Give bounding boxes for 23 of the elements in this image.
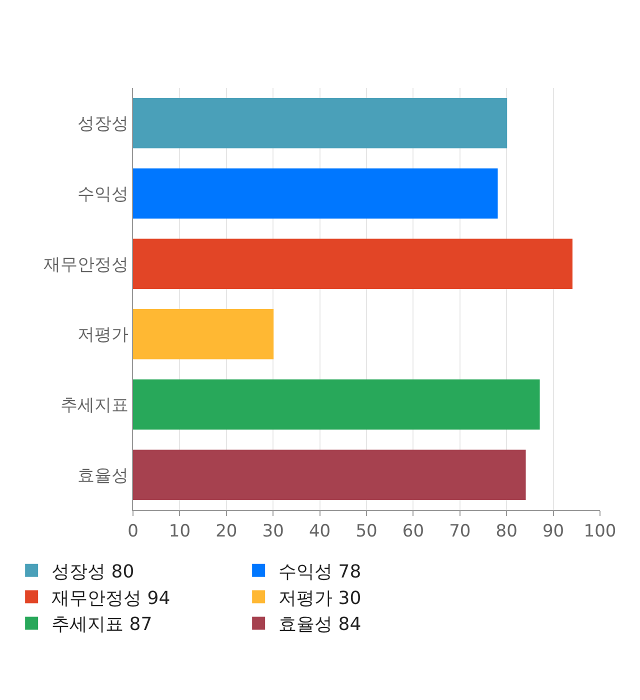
y-tick-label: 재무안정성 (44, 254, 129, 275)
y-tick-label: 추세지표 (60, 395, 129, 416)
x-tick-label: 30 (262, 521, 284, 542)
legend-label: 효율성 84 (278, 614, 362, 636)
x-tick-label: 60 (402, 521, 424, 542)
x-tick-label: 50 (356, 521, 378, 542)
x-tick-label: 100 (584, 521, 616, 542)
y-tick-label: 저평가 (78, 325, 129, 346)
y-tick-label: 수익성 (78, 184, 129, 204)
x-tick-label: 90 (542, 521, 564, 542)
x-tick-label: 40 (308, 521, 331, 542)
x-tick-label: 0 (128, 521, 138, 542)
legend-label: 성장성 80 (52, 561, 134, 582)
legend-label: 수익성 78 (278, 561, 362, 582)
x-tick-label: 10 (168, 521, 191, 542)
legend-label: 추세지표 87 (52, 614, 152, 636)
x-tick-label: 70 (449, 521, 471, 542)
legend-label: 저평가 30 (278, 588, 362, 609)
y-tick-label: 효율성 (78, 466, 129, 486)
x-tick-label: 20 (216, 521, 238, 542)
x-tick-label: 80 (496, 521, 518, 542)
legend-label: 재무안정성 94 (52, 588, 170, 609)
y-tick-label: 성장성 (78, 114, 129, 134)
